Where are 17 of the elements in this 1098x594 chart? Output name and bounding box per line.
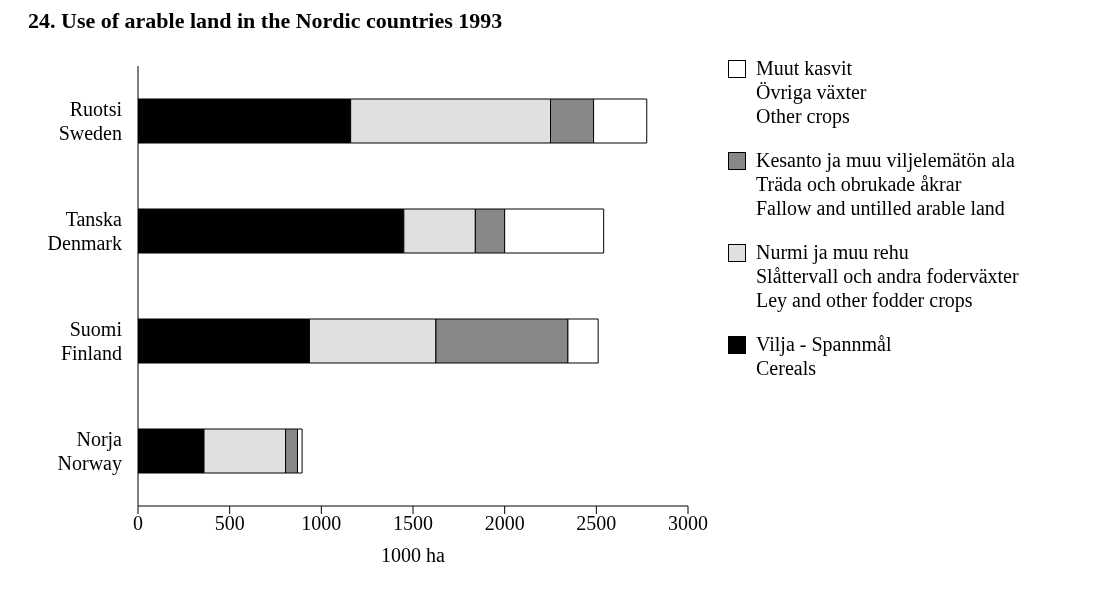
legend-label: Vilja - Spannmål Cereals <box>756 332 892 380</box>
x-tick-label: 2500 <box>576 512 617 535</box>
y-tick-label: Tanska Denmark <box>47 208 123 254</box>
x-tick-label: 3000 <box>668 512 708 535</box>
chart-title: 24. Use of arable land in the Nordic countries 1993 <box>27 8 504 35</box>
x-tick-label: 500 <box>214 512 245 535</box>
legend-label: Nurmi ja muu rehu Slåttervall och andra foderväxter Ley and other fodder crops <box>756 240 1019 312</box>
legend-label: Muut kasvit Övriga växter Other crops <box>756 56 867 128</box>
legend-label: Kesanto ja muu viljelemätön ala Träda och obrukade åkrar Fallow and untilled arable land <box>756 148 1015 220</box>
y-tick-label: Suomi Finland <box>60 318 123 364</box>
x-tick-label: 1500 <box>393 512 433 535</box>
x-tick-label: 1000 <box>301 512 342 535</box>
y-tick-label: Ruotsi Sweden <box>58 98 123 144</box>
x-tick-label: 2000 <box>484 512 525 535</box>
x-tick-label: 0 <box>133 512 143 535</box>
y-tick-label: Norja Norway <box>57 428 123 475</box>
x-axis-title: 1000 ha <box>381 544 446 566</box>
